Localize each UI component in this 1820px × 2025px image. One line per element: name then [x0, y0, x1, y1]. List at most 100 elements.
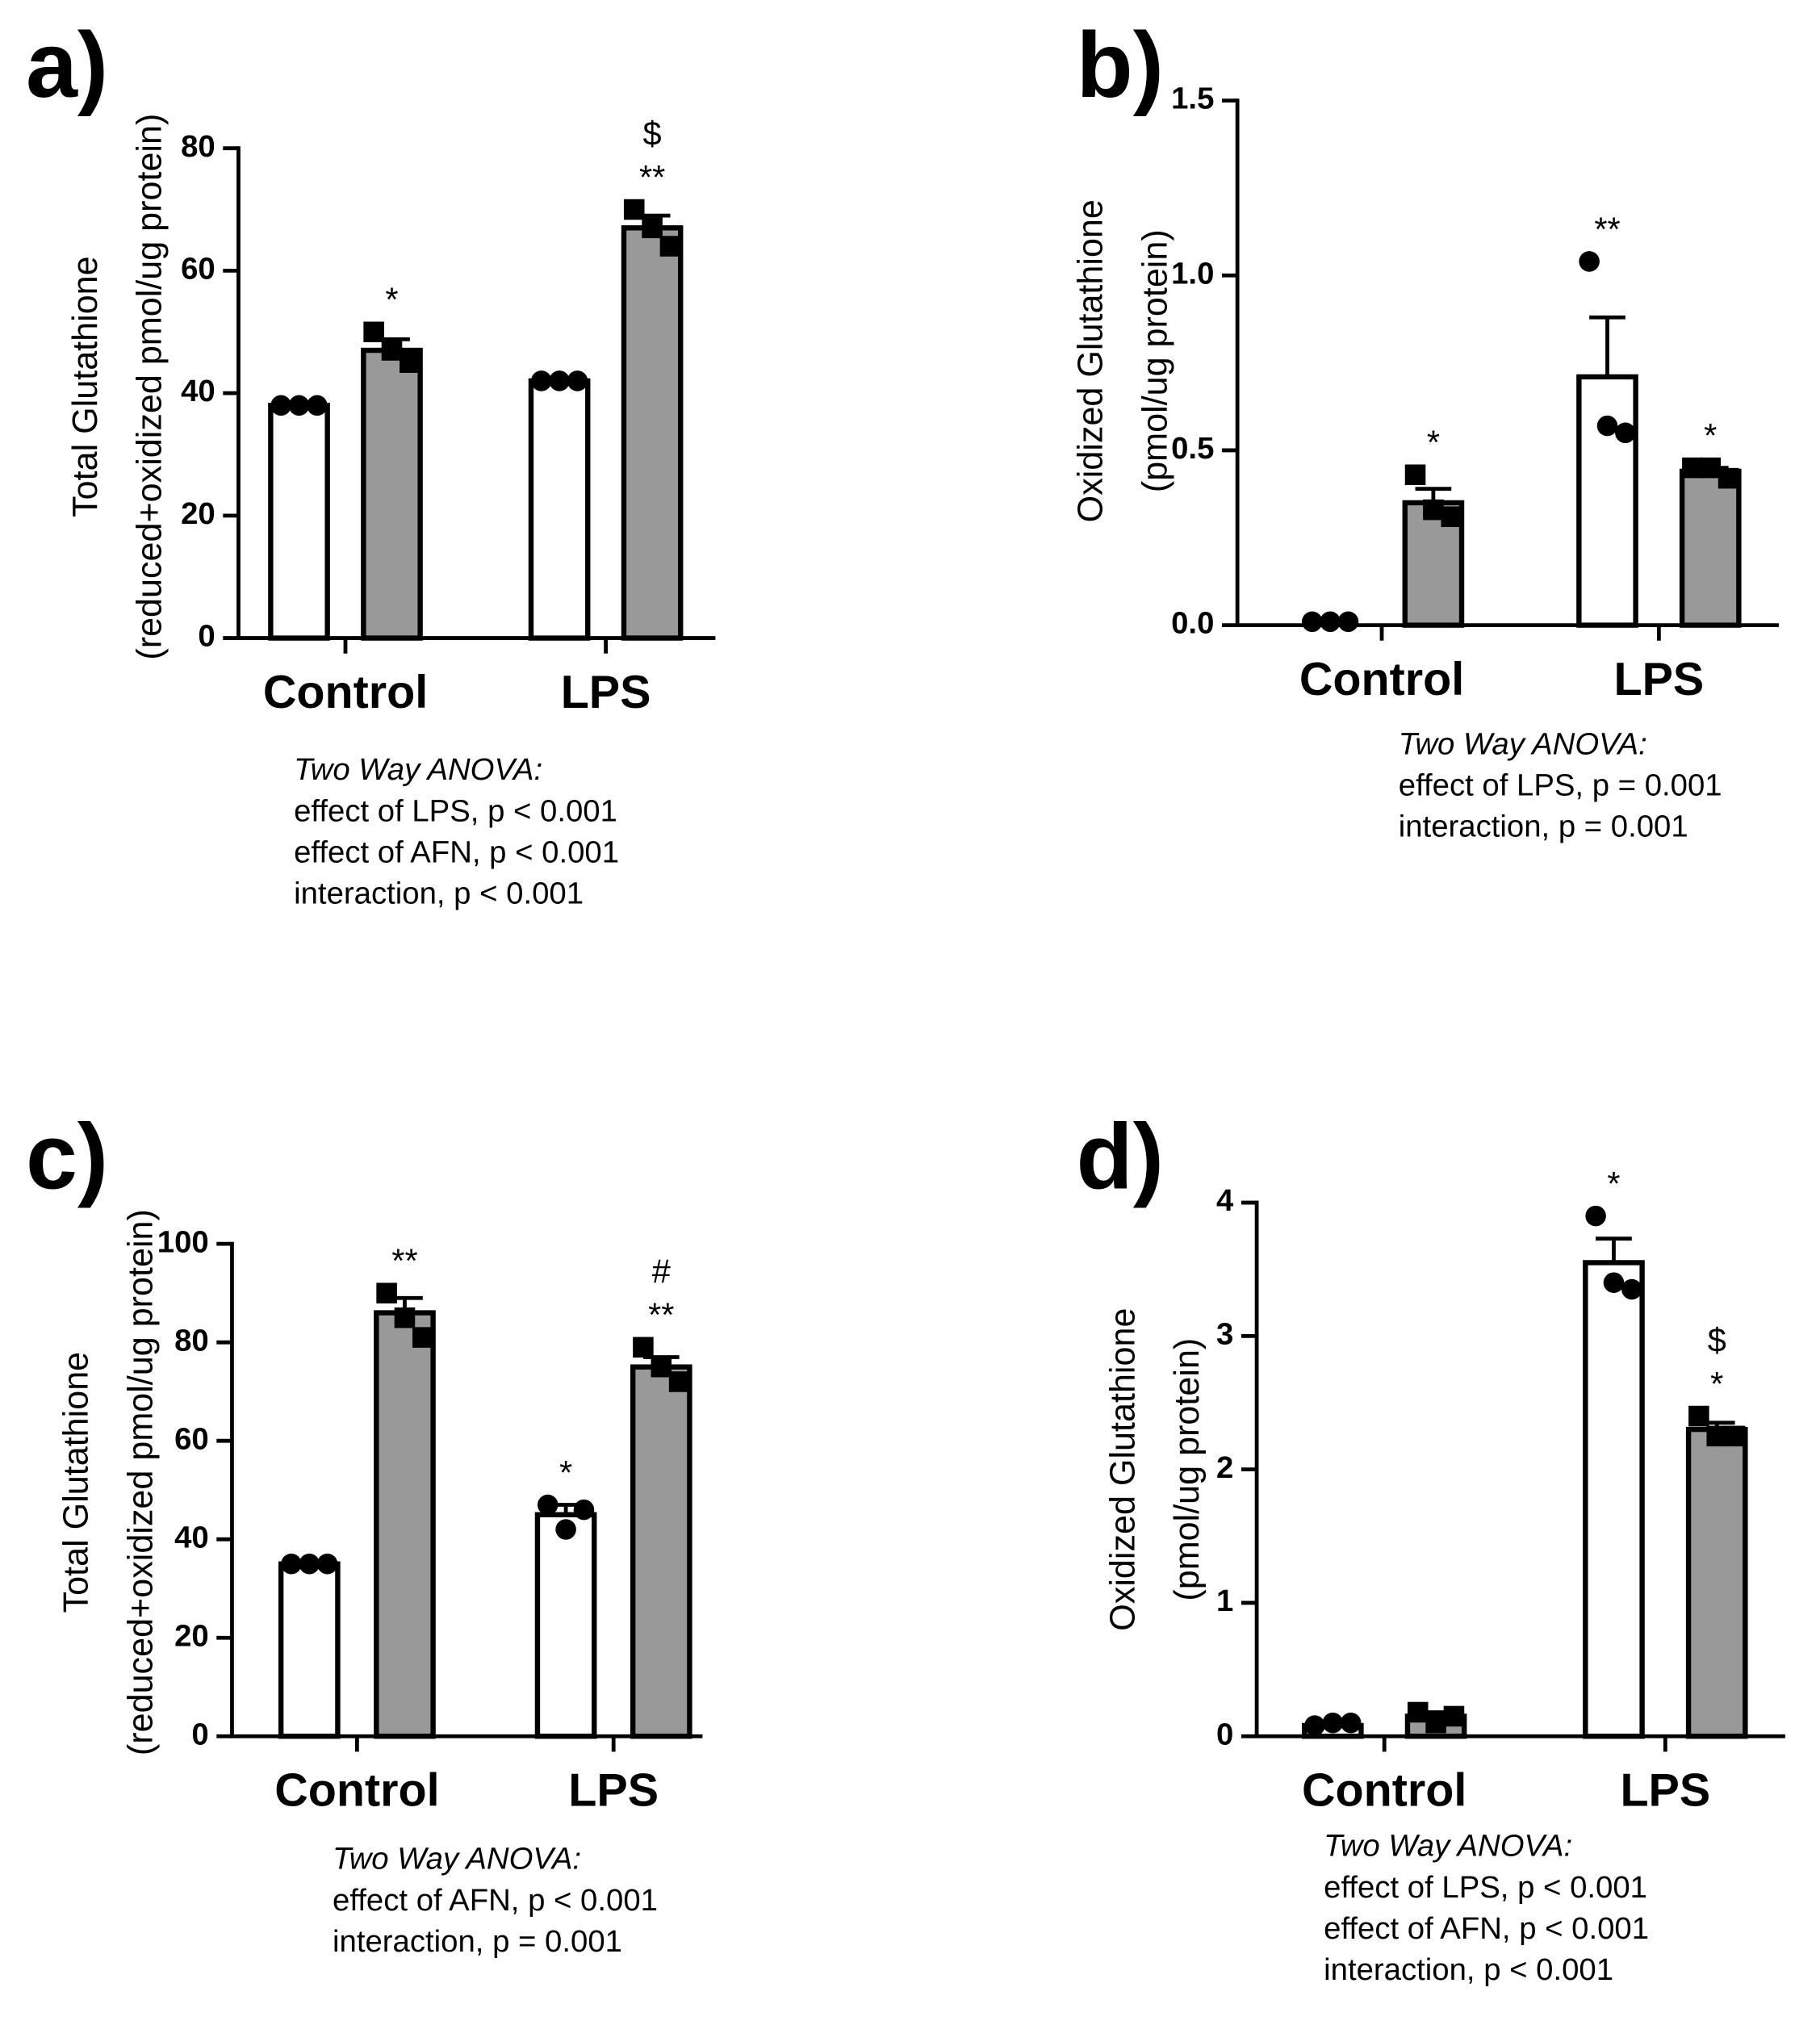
bar: [534, 1512, 597, 1739]
x-tick-label: LPS: [561, 667, 651, 718]
x-tick-label: LPS: [568, 1764, 659, 1816]
significance-mark: *: [1710, 1365, 1723, 1403]
y-axis-label: (pmol/ug protein): [1168, 1338, 1207, 1601]
anova-note: Two Way ANOVA:: [333, 1842, 581, 1876]
significance-mark: **: [391, 1242, 417, 1280]
data-point: [1700, 457, 1722, 479]
y-tick-label: 40: [181, 374, 215, 408]
data-point: [1337, 611, 1359, 633]
y-tick-label: 0.0: [1171, 606, 1214, 641]
significance-mark: **: [648, 1296, 674, 1334]
bar: [630, 1364, 692, 1739]
x-tick-label: Control: [1299, 654, 1464, 705]
data-point: [1596, 415, 1618, 437]
data-point: [1441, 506, 1462, 528]
data-point: [288, 395, 310, 416]
data-point: [1404, 464, 1426, 486]
y-tick-label: 20: [181, 496, 215, 531]
y-axis-label: Oxidized Glutathione: [1103, 1308, 1142, 1631]
significance-mark: *: [559, 1454, 572, 1492]
anova-note: interaction, p = 0.001: [1399, 810, 1688, 844]
data-point: [1621, 1278, 1642, 1300]
data-point: [1717, 467, 1739, 489]
bar: [361, 347, 423, 641]
data-point: [1320, 611, 1341, 633]
y-tick-label: 1.5: [1171, 82, 1214, 116]
data-point: [537, 1494, 559, 1516]
anova-note: Two Way ANOVA:: [294, 752, 542, 787]
panel-label: b): [1077, 14, 1165, 117]
data-point: [400, 352, 420, 373]
panel-label: c): [26, 1105, 108, 1208]
x-tick-label: Control: [1302, 1764, 1466, 1816]
y-axis-label: Oxidized Glutathione: [1071, 199, 1110, 522]
bar: [1583, 1260, 1645, 1739]
y-tick-label: 100: [157, 1224, 209, 1259]
data-point: [633, 1337, 654, 1358]
data-point: [1304, 1715, 1325, 1736]
data-point: [1425, 1712, 1446, 1734]
anova-note: Two Way ANOVA:: [1324, 1829, 1572, 1864]
significance-mark: #: [652, 1252, 671, 1290]
y-tick-label: 0: [191, 1717, 208, 1751]
panel: a) Total Glutathione (reduced+oxidized pmo…: [26, 14, 716, 911]
panel: c) Total Glutathione (reduced+oxidized pmo…: [26, 1105, 703, 1959]
y-tick-label: 4: [1216, 1183, 1234, 1218]
bar: [374, 1310, 436, 1739]
bar: [1576, 374, 1638, 628]
significance-mark: **: [1594, 210, 1620, 248]
bar: [1685, 1426, 1748, 1739]
bar: [278, 1561, 341, 1739]
anova-note: interaction, p < 0.001: [1324, 1952, 1613, 1987]
y-axis-label: (reduced+oxidized pmol/ug protein): [121, 1209, 160, 1755]
y-tick-label: 2: [1216, 1450, 1233, 1485]
data-point: [1724, 1425, 1746, 1447]
anova-note: effect of AFN, p < 0.001: [1324, 1911, 1649, 1946]
y-tick-label: 60: [174, 1421, 209, 1456]
significance-mark: **: [639, 158, 665, 196]
significance-mark: *: [1704, 416, 1717, 454]
panel: d) Oxidized Glutathione (pmol/ug protein) 0…: [1077, 1105, 1785, 1987]
y-axis-label: (pmol/ug protein): [1136, 229, 1174, 492]
anova-note: effect of LPS, p = 0.001: [1399, 768, 1722, 802]
data-point: [381, 340, 403, 361]
anova-note: interaction, p < 0.001: [294, 877, 584, 911]
y-tick-label: 60: [181, 252, 215, 287]
bar: [1679, 468, 1742, 628]
data-point: [299, 1553, 320, 1575]
x-tick-label: Control: [263, 667, 428, 718]
significance-mark: *: [1427, 424, 1440, 462]
x-tick-label: Control: [274, 1764, 439, 1816]
y-axis-label: Total Glutathione: [57, 1352, 96, 1613]
data-point: [270, 395, 291, 416]
data-point: [363, 321, 384, 343]
x-tick-label: LPS: [1620, 1764, 1710, 1816]
anova-note: Two Way ANOVA:: [1399, 726, 1647, 761]
data-point: [1423, 499, 1444, 521]
data-point: [567, 370, 588, 391]
data-point: [1688, 1405, 1709, 1427]
bar: [621, 225, 684, 641]
y-axis-label: (reduced+oxidized pmol/ug protein): [131, 114, 169, 660]
data-point: [642, 217, 663, 239]
data-point: [1706, 1425, 1728, 1447]
data-point: [1579, 251, 1600, 272]
anova-note: effect of LPS, p < 0.001: [294, 793, 617, 828]
significance-mark: $: [1708, 1321, 1726, 1359]
data-point: [1682, 457, 1703, 479]
data-point: [1615, 422, 1636, 444]
panel-label: a): [26, 14, 108, 117]
y-tick-label: 20: [174, 1618, 209, 1653]
data-point: [1585, 1205, 1606, 1227]
data-point: [1407, 1701, 1429, 1723]
anova-note: interaction, p = 0.001: [333, 1924, 622, 1959]
data-point: [549, 370, 570, 391]
data-point: [307, 395, 328, 416]
y-tick-label: 3: [1216, 1316, 1233, 1351]
data-point: [1443, 1705, 1465, 1727]
bar: [268, 403, 330, 641]
data-point: [555, 1519, 576, 1540]
data-point: [316, 1553, 338, 1575]
data-point: [573, 1499, 595, 1521]
